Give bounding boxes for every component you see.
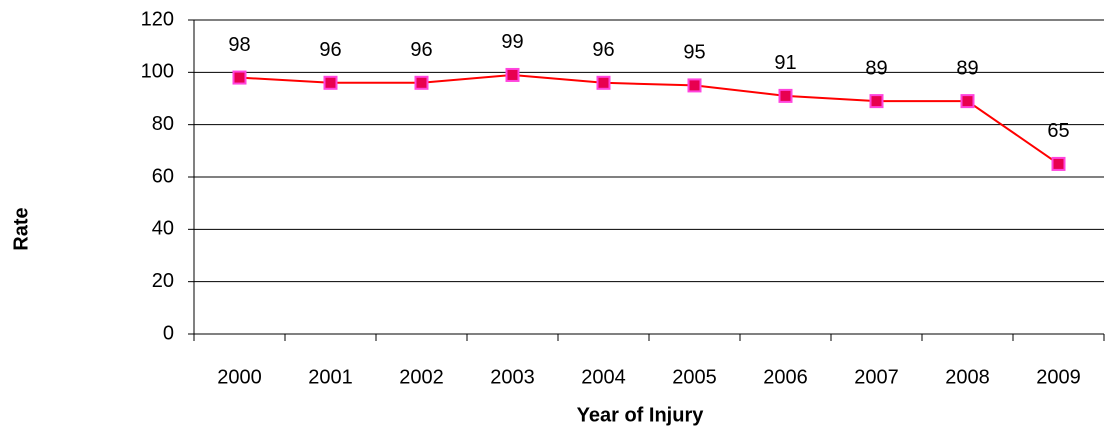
y-tick-label: 40 [152,218,174,240]
data-label: 96 [592,39,614,61]
y-tick-label: 60 [152,165,174,187]
marker [687,78,702,93]
marker [960,94,975,109]
y-tick-label: 0 [163,322,174,344]
data-label: 89 [865,57,887,79]
marker [505,67,520,82]
x-axis-title: Year of Injury [577,404,705,426]
marker [596,75,611,90]
x-tick-label: 2008 [945,366,990,388]
data-label: 89 [956,57,978,79]
marker [778,88,793,103]
marker [323,75,338,90]
x-tick-label: 2009 [1036,366,1081,388]
x-tick-label: 2001 [308,366,353,388]
y-tick-label: 20 [152,270,174,292]
x-tick-label: 2000 [217,366,262,388]
data-label: 96 [319,39,341,61]
marker [869,94,884,109]
data-label: 65 [1047,120,1069,142]
data-label: 96 [410,39,432,61]
x-tick-label: 2006 [763,366,808,388]
marker [232,70,247,85]
marker [1051,156,1066,171]
x-tick-label: 2002 [399,366,444,388]
y-tick-label: 120 [141,8,174,30]
series-line [239,73,1060,165]
marker [414,75,429,90]
x-tick-label: 2005 [672,366,717,388]
y-tick-label: 80 [152,113,174,135]
data-label: 99 [501,31,523,53]
data-label: 91 [774,52,796,74]
data-label: 98 [228,34,250,56]
x-tick-label: 2003 [490,366,535,388]
x-tick-label: 2007 [854,366,899,388]
y-axis-title: Rate [10,207,32,250]
data-label: 95 [683,42,705,64]
x-tick-label: 2004 [581,366,626,388]
y-tick-label: 100 [141,61,174,83]
